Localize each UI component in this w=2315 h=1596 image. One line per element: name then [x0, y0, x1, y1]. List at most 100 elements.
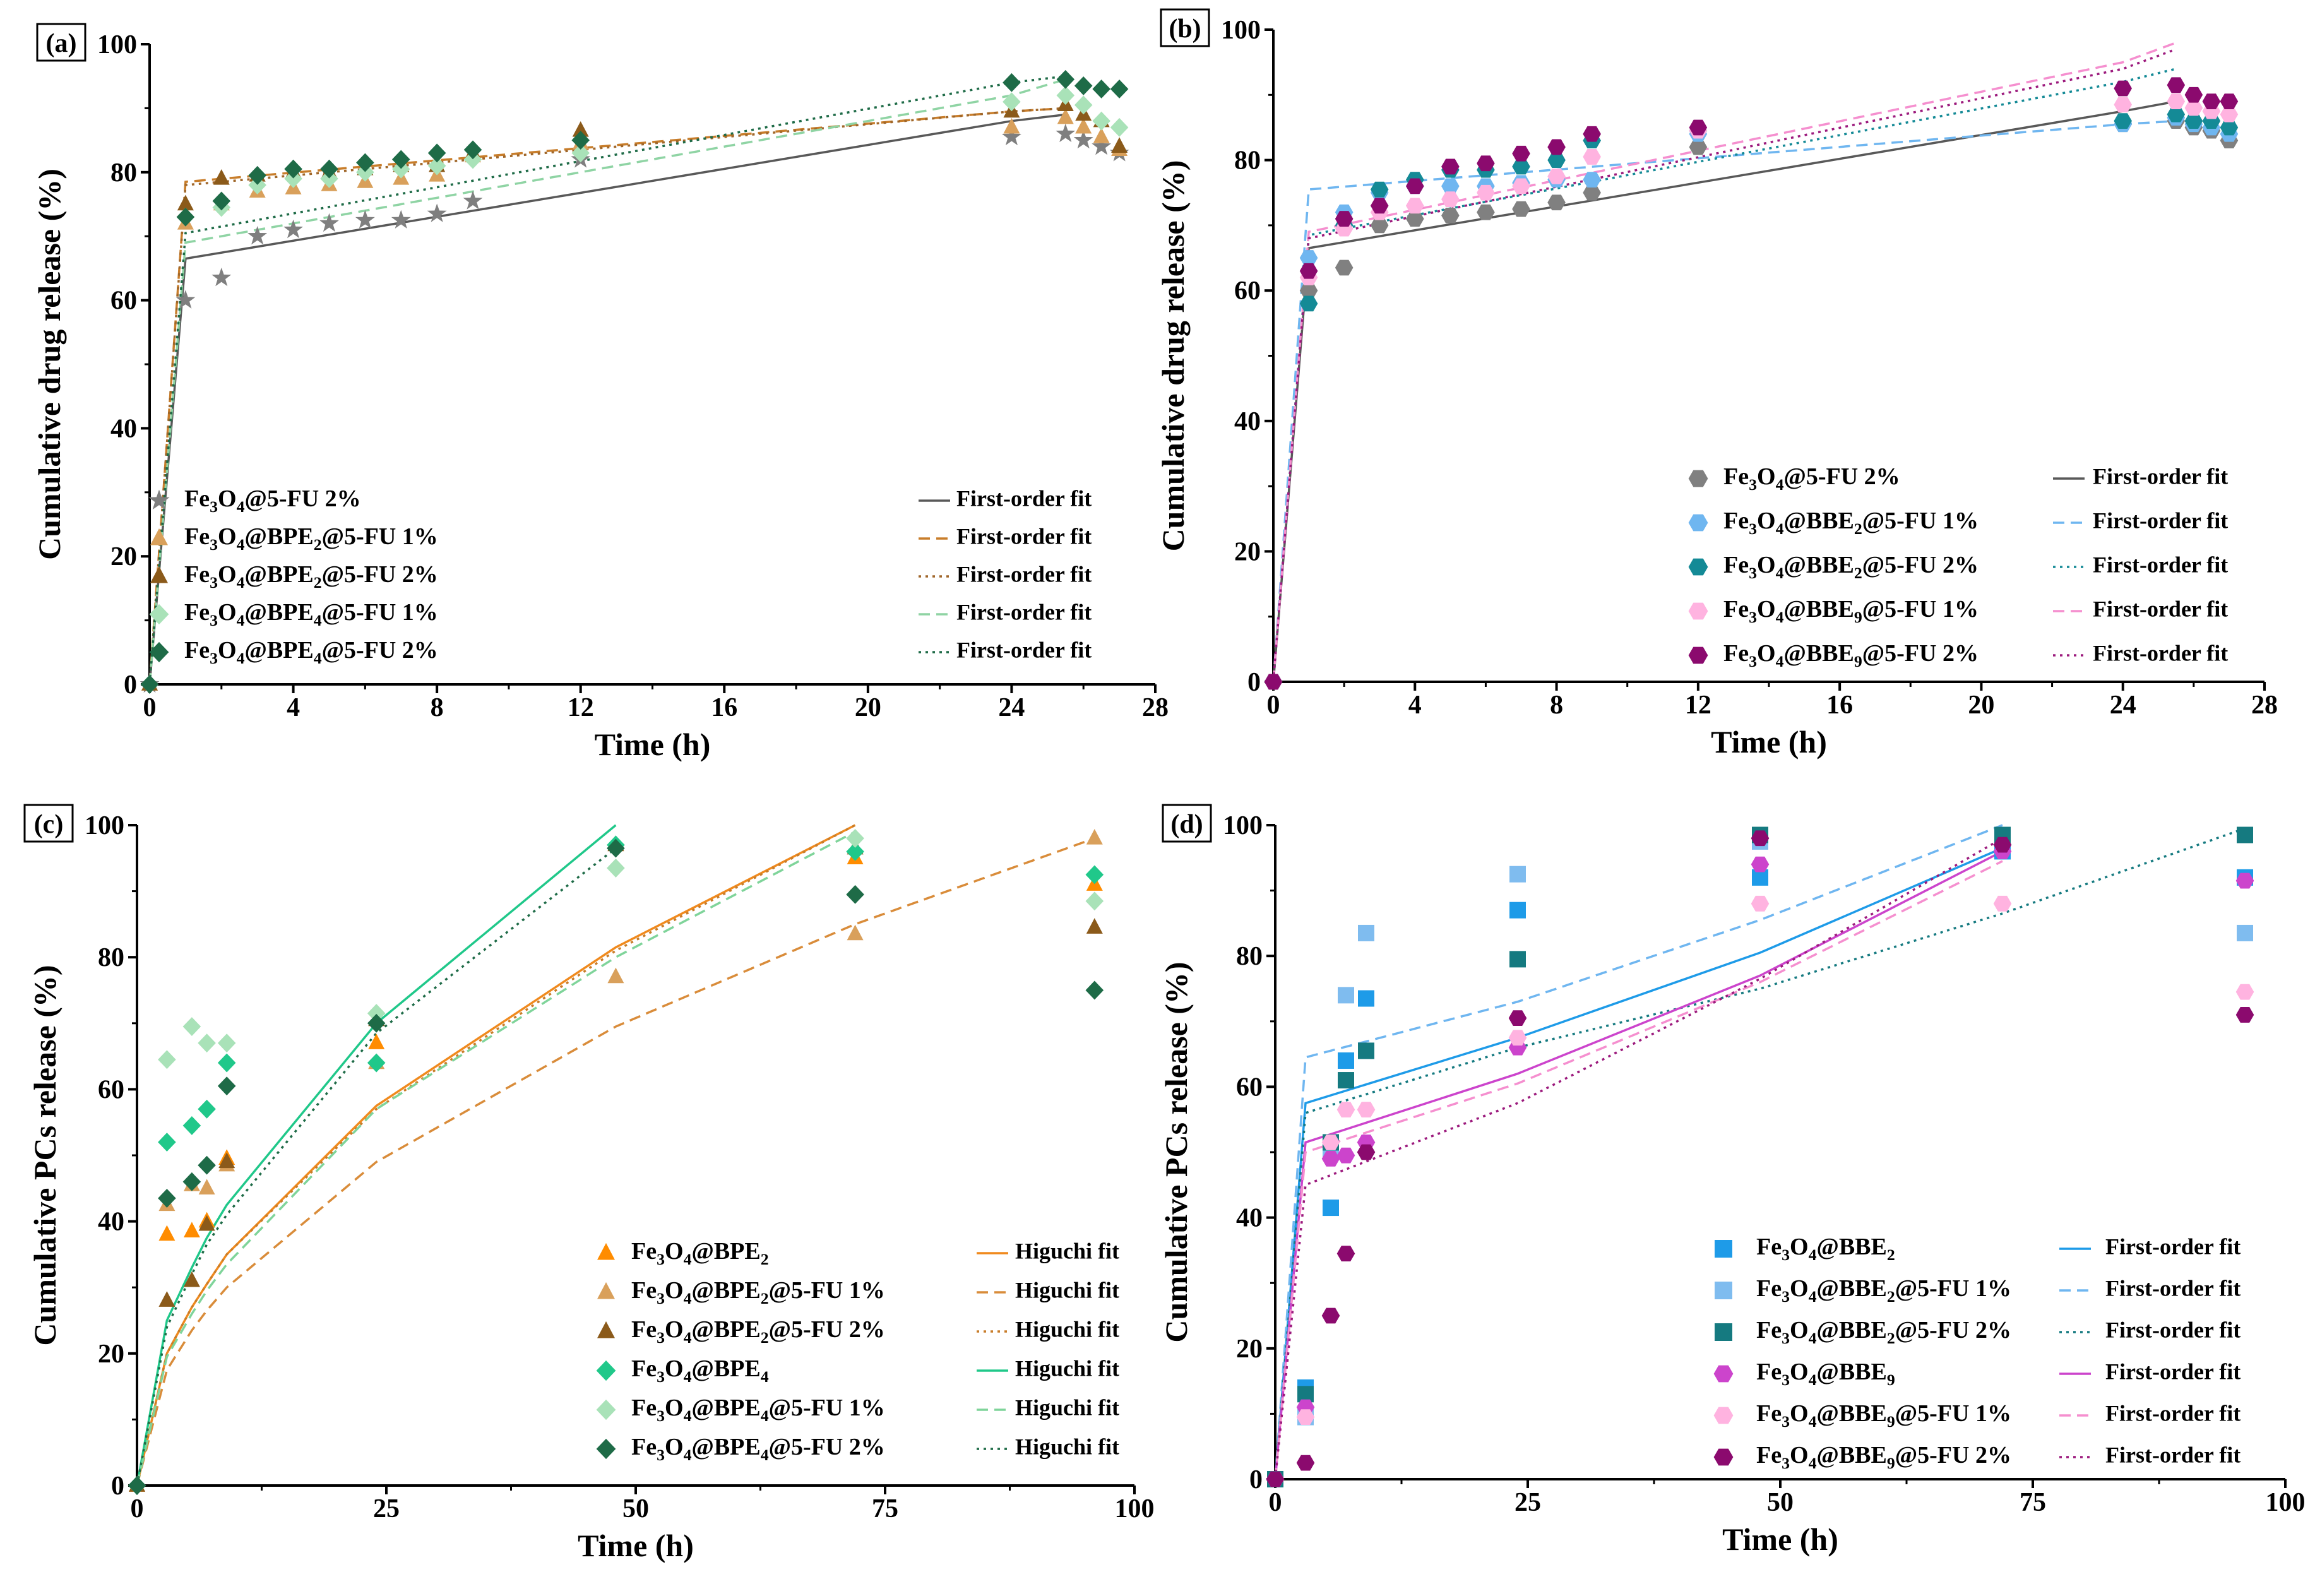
- data-point: [572, 121, 589, 137]
- data-point: [2167, 93, 2186, 110]
- legend-fit-label: First-order fit: [2105, 1234, 2241, 1259]
- x-tick-label: 0: [143, 693, 157, 722]
- y-tick-label: 80: [1234, 146, 1261, 176]
- fit-line-5: [136, 830, 856, 1486]
- x-tick-label: 20: [855, 693, 881, 722]
- legend-label: Fe3O4@BBE2@5-FU 1%: [1723, 508, 1979, 538]
- legend-fit-label: First-order fit: [2105, 1400, 2241, 1426]
- data-point: [1370, 217, 1389, 234]
- data-point: [1358, 1042, 1374, 1059]
- x-axis-title: Time (h): [578, 1528, 694, 1563]
- fit-line-6: [136, 847, 617, 1486]
- x-tick-label: 100: [2266, 1488, 2306, 1517]
- data-point: [1336, 1246, 1355, 1261]
- data-point: [1441, 158, 1460, 175]
- data-point: [2235, 872, 2254, 889]
- data-point: [1075, 117, 1092, 134]
- legend-marker: [148, 489, 170, 510]
- legend-fit-label: First-order fit: [2105, 1359, 2241, 1384]
- data-point: [571, 143, 590, 163]
- y-tick-label: 80: [110, 158, 137, 188]
- data-point: [2220, 93, 2239, 110]
- data-point: [198, 1215, 215, 1231]
- legend-marker: [149, 641, 169, 663]
- x-tick-label: 4: [1408, 691, 1422, 720]
- data-point: [1338, 1072, 1354, 1089]
- data-point: [1092, 80, 1110, 98]
- legend-label: Fe3O4@BBE9@5-FU 1%: [1756, 1400, 2011, 1431]
- series-6-points: [128, 838, 1104, 1495]
- data-point: [1509, 866, 1526, 883]
- data-point: [1092, 111, 1110, 131]
- chart-panel-d: 0 25 50 75 100 0 20 40 60 80 100 Time (h) Cumulative…: [1158, 804, 2306, 1557]
- fit-line-4: [1274, 850, 2003, 1480]
- y-tick-label: 60: [98, 1075, 124, 1104]
- legend-label: Fe3O4@BPE4@5-FU 1%: [631, 1395, 885, 1425]
- legend-label: Fe3O4@BBE9@5-FU 2%: [1723, 640, 1979, 670]
- x-tick-label: 8: [1550, 691, 1563, 720]
- panel-label-box: [1160, 8, 1210, 47]
- data-point: [198, 1179, 215, 1195]
- data-point: [1405, 178, 1424, 194]
- data-point: [1993, 837, 2012, 853]
- chart-panel-a: 0 4 8 12 16 20 24 28 0 20 40 60 80 100 Time (h) Cumulat…: [32, 23, 1169, 762]
- y-tick-label: 0: [111, 1472, 124, 1501]
- data-point: [1547, 152, 1566, 168]
- y-tick-label: 60: [110, 287, 137, 316]
- series-1-points: [1267, 843, 2253, 1487]
- legend-fit-label: First-order fit: [956, 599, 1092, 624]
- data-point: [1512, 178, 1530, 194]
- data-point: [1056, 86, 1075, 105]
- x-tick-label: 0: [131, 1494, 144, 1523]
- data-point: [2202, 93, 2221, 110]
- series-4-points: [1266, 843, 2254, 1487]
- x-tick-label: 12: [568, 693, 594, 722]
- data-point: [158, 1050, 176, 1069]
- legend-marker: [597, 1321, 615, 1338]
- fit-line-4: [148, 78, 1066, 685]
- chart-panel-c: 0 25 50 75 100 0 20 40 60 80 100 Time (h) Cumulative…: [23, 804, 1155, 1563]
- legend-marker: [1688, 602, 1708, 620]
- legend-fit-label: First-order fit: [2093, 463, 2228, 489]
- y-tick-label: 100: [85, 811, 124, 840]
- legend-label: Fe3O4@BPE2@5-FU 1%: [631, 1277, 885, 1307]
- data-point: [1003, 117, 1020, 134]
- legend-fit-label: First-order fit: [2093, 508, 2228, 533]
- data-point: [1358, 924, 1374, 941]
- data-point: [1001, 126, 1021, 146]
- x-tick-label: 16: [1826, 691, 1853, 720]
- x-tick-label: 100: [1115, 1494, 1155, 1523]
- x-tick-label: 28: [1142, 693, 1169, 722]
- data-point: [2237, 826, 2253, 843]
- y-axis-title: Cumulative PCs release (%): [1158, 962, 1194, 1342]
- legend-marker: [1713, 1448, 1734, 1466]
- data-point: [1512, 201, 1530, 217]
- data-point: [212, 191, 231, 211]
- data-point: [1357, 1144, 1376, 1160]
- data-point: [1441, 178, 1460, 194]
- x-tick-label: 28: [2251, 691, 2278, 720]
- data-point: [217, 1076, 236, 1096]
- data-point: [847, 924, 864, 941]
- data-point: [391, 150, 410, 169]
- legend: Fe3O4@5-FU 2% First-order fit Fe3O4@BPE2@5…: [148, 485, 1092, 667]
- legend-fit-label: First-order fit: [2093, 640, 2228, 665]
- y-tick-label: 20: [98, 1340, 124, 1369]
- series-3-points: [1264, 106, 2239, 690]
- data-point: [2235, 984, 2254, 1000]
- data-point: [1583, 184, 1601, 201]
- data-point: [1512, 158, 1530, 175]
- x-tick-label: 20: [1968, 691, 1994, 720]
- data-point: [248, 165, 266, 185]
- x-tick-label: 24: [998, 693, 1025, 722]
- series-5-points: [1264, 77, 2239, 690]
- legend-label: Fe3O4@BBE2@5-FU 2%: [1756, 1317, 2011, 1347]
- data-point: [176, 207, 195, 227]
- legend-marker: [149, 604, 169, 625]
- legend: Fe3O4@BBE2 First-order fit Fe3O4@BBE2@5-FU…: [1713, 1234, 2241, 1472]
- data-point: [1583, 126, 1601, 142]
- legend-label: Fe3O4@BPE2: [631, 1238, 769, 1268]
- y-tick-label: 40: [1236, 1204, 1263, 1233]
- panel-label-box: [36, 23, 86, 62]
